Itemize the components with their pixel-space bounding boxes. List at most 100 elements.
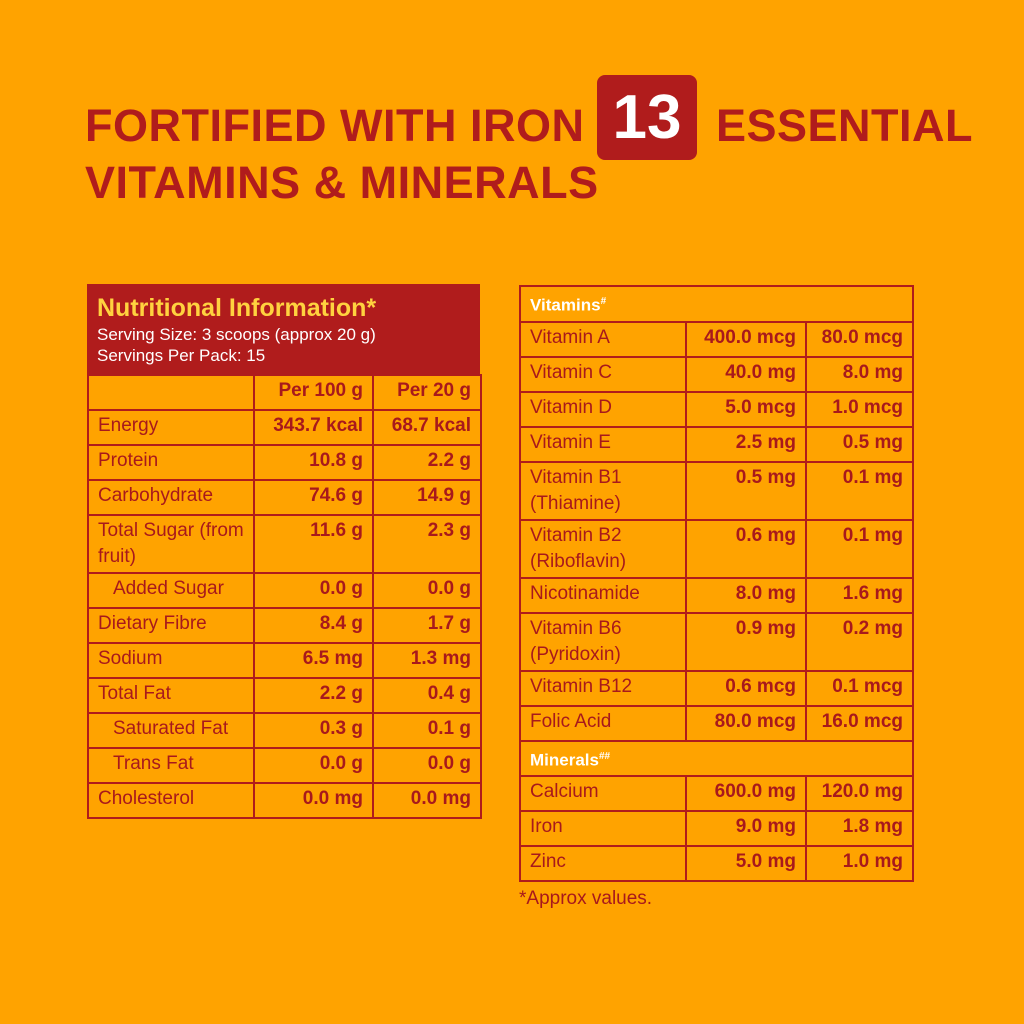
nutrient-name: Vitamin A — [519, 320, 687, 358]
section-mark: ## — [598, 750, 611, 762]
row: Vitamin B6 (Pyridoxin) 0.9 mg 0.2 mg — [519, 611, 914, 672]
nutrition-panel: Nutritional Information* Serving Size: 3… — [87, 284, 482, 819]
value: 2.2 g — [372, 444, 482, 481]
column-header: Per 100 g — [253, 374, 374, 411]
column-header: Per 20 g — [372, 374, 482, 411]
row: Iron 9.0 mg 1.8 mg — [519, 810, 914, 848]
nutrient-name: Dietary Fibre — [87, 607, 255, 644]
headline: FORTIFIED WITH IRON & — [85, 100, 631, 151]
row: Vitamin A 400.0 mcg 80.0 mcg — [519, 320, 914, 358]
nutrient-name: Calcium — [519, 775, 687, 813]
header-row: Per 100 g Per 20 g — [87, 374, 482, 411]
row: Nicotinamide 8.0 mg 1.6 mg — [519, 576, 914, 614]
value: 68.7 kcal — [372, 409, 482, 446]
nutrient-name: Saturated Fat — [87, 712, 255, 749]
row: Saturated Fat 0.3 g 0.1 g — [87, 712, 482, 749]
value: 1.3 mg — [372, 642, 482, 679]
value: 80.0 mcg — [685, 704, 807, 742]
nutrient-name: Protein — [87, 444, 255, 481]
nutrition-table: Per 100 g Per 20 g Energy 343.7 kcal 68.7 kc… — [87, 374, 482, 819]
nutrient-name: Total Fat — [87, 677, 255, 714]
section-row: Vitamins# — [519, 285, 914, 323]
row: Vitamin B1 (Thiamine) 0.5 mg 0.1 mg — [519, 460, 914, 521]
nutrient-name: Folic Acid — [519, 704, 687, 742]
value: 0.0 g — [372, 572, 482, 609]
value: 0.5 mg — [685, 460, 807, 521]
value: 9.0 mg — [685, 810, 807, 848]
badge: 13 — [597, 75, 697, 160]
section-mark: # — [600, 296, 607, 307]
row: Zinc 5.0 mg 1.0 mg — [519, 845, 914, 883]
section-header: Minerals## — [519, 739, 914, 778]
nutrient-name: Added Sugar — [87, 572, 255, 609]
nutrient-name: Energy — [87, 409, 255, 446]
nutrient-name: Carbohydrate — [87, 479, 255, 516]
row: Energy 343.7 kcal 68.7 kcal — [87, 409, 482, 446]
value: 8.4 g — [253, 607, 374, 644]
nutrient-name: Vitamin C — [519, 355, 687, 393]
value: 6.5 mg — [253, 642, 374, 679]
value: 0.1 mg — [805, 518, 914, 579]
nutrient-name: Zinc — [519, 845, 687, 883]
value: 0.0 mg — [372, 782, 482, 819]
value: 1.0 mcg — [805, 390, 914, 428]
nutrient-name: Sodium — [87, 642, 255, 679]
value: 8.0 mg — [805, 355, 914, 393]
value: 0.5 mg — [805, 425, 914, 463]
row: Trans Fat 0.0 g 0.0 g — [87, 747, 482, 784]
nutrient-name: Vitamin B2 (Riboflavin) — [519, 518, 687, 579]
section-title: Minerals — [530, 750, 599, 770]
row: Cholesterol 0.0 mg 0.0 mg — [87, 782, 482, 819]
value: 8.0 mg — [685, 576, 807, 614]
row: Protein 10.8 g 2.2 g — [87, 444, 482, 481]
row: Vitamin E 2.5 mg 0.5 mg — [519, 425, 914, 463]
value: 11.6 g — [253, 514, 374, 574]
value: 40.0 mg — [685, 355, 807, 393]
value: 5.0 mcg — [685, 390, 807, 428]
value: 0.0 mg — [253, 782, 374, 819]
value: 1.0 mg — [805, 845, 914, 883]
row: Vitamin B2 (Riboflavin) 0.6 mg 0.1 mg — [519, 518, 914, 579]
value: 5.0 mg — [685, 845, 807, 883]
value: 0.1 mg — [805, 460, 914, 521]
nutrient-name: Total Sugar (from fruit) — [87, 514, 255, 574]
row: Carbohydrate 74.6 g 14.9 g — [87, 479, 482, 516]
headline: VITAMINS & MINERALS — [85, 157, 599, 208]
value: 1.8 mg — [805, 810, 914, 848]
nutrient-name: Nicotinamide — [519, 576, 687, 614]
value: 10.8 g — [253, 444, 374, 481]
value: 0.0 g — [372, 747, 482, 784]
row: Added Sugar 0.0 g 0.0 g — [87, 572, 482, 609]
headline: ESSENTIAL — [716, 100, 974, 151]
nutrient-name: Trans Fat — [87, 747, 255, 784]
value: 0.9 mg — [685, 611, 807, 672]
serving-size: Serving Size: 3 scoops (approx 20 g) — [97, 325, 376, 344]
nutrient-name: Vitamin B12 — [519, 669, 687, 707]
value: 0.6 mg — [685, 518, 807, 579]
value: 0.6 mcg — [685, 669, 807, 707]
row: Total Sugar (from fruit) 11.6 g 2.3 g — [87, 514, 482, 574]
value: 1.7 g — [372, 607, 482, 644]
nutrient-name: Cholesterol — [87, 782, 255, 819]
value: 0.1 mcg — [805, 669, 914, 707]
section-title: Vitamins — [530, 295, 601, 315]
nutrient-name: Vitamin B1 (Thiamine) — [519, 460, 687, 521]
nutrient-name: Iron — [519, 810, 687, 848]
servings: Servings Per Pack: 15 — [97, 346, 266, 365]
value: 2.5 mg — [685, 425, 807, 463]
value: 2.3 g — [372, 514, 482, 574]
footnote: *Approx values. — [519, 888, 653, 909]
value: 0.3 g — [253, 712, 374, 749]
micronutrient-table: Vitamins# Vitamin A 400.0 mcg 80.0 mcg Vitam… — [519, 285, 914, 883]
row: Total Fat 2.2 g 0.4 g — [87, 677, 482, 714]
row: Vitamin D 5.0 mcg 1.0 mcg — [519, 390, 914, 428]
nutrition-header: Nutritional Information* Serving Size: 3… — [87, 284, 480, 374]
cell — [87, 374, 255, 411]
micronutrient-panel: Vitamins# Vitamin A 400.0 mcg 80.0 mcg Vitam… — [519, 285, 914, 883]
value: 0.0 g — [253, 747, 374, 784]
value: 80.0 mcg — [805, 320, 914, 358]
value: 0.1 g — [372, 712, 482, 749]
row: Vitamin C 40.0 mg 8.0 mg — [519, 355, 914, 393]
value: 16.0 mcg — [805, 704, 914, 742]
value: 0.0 g — [253, 572, 374, 609]
